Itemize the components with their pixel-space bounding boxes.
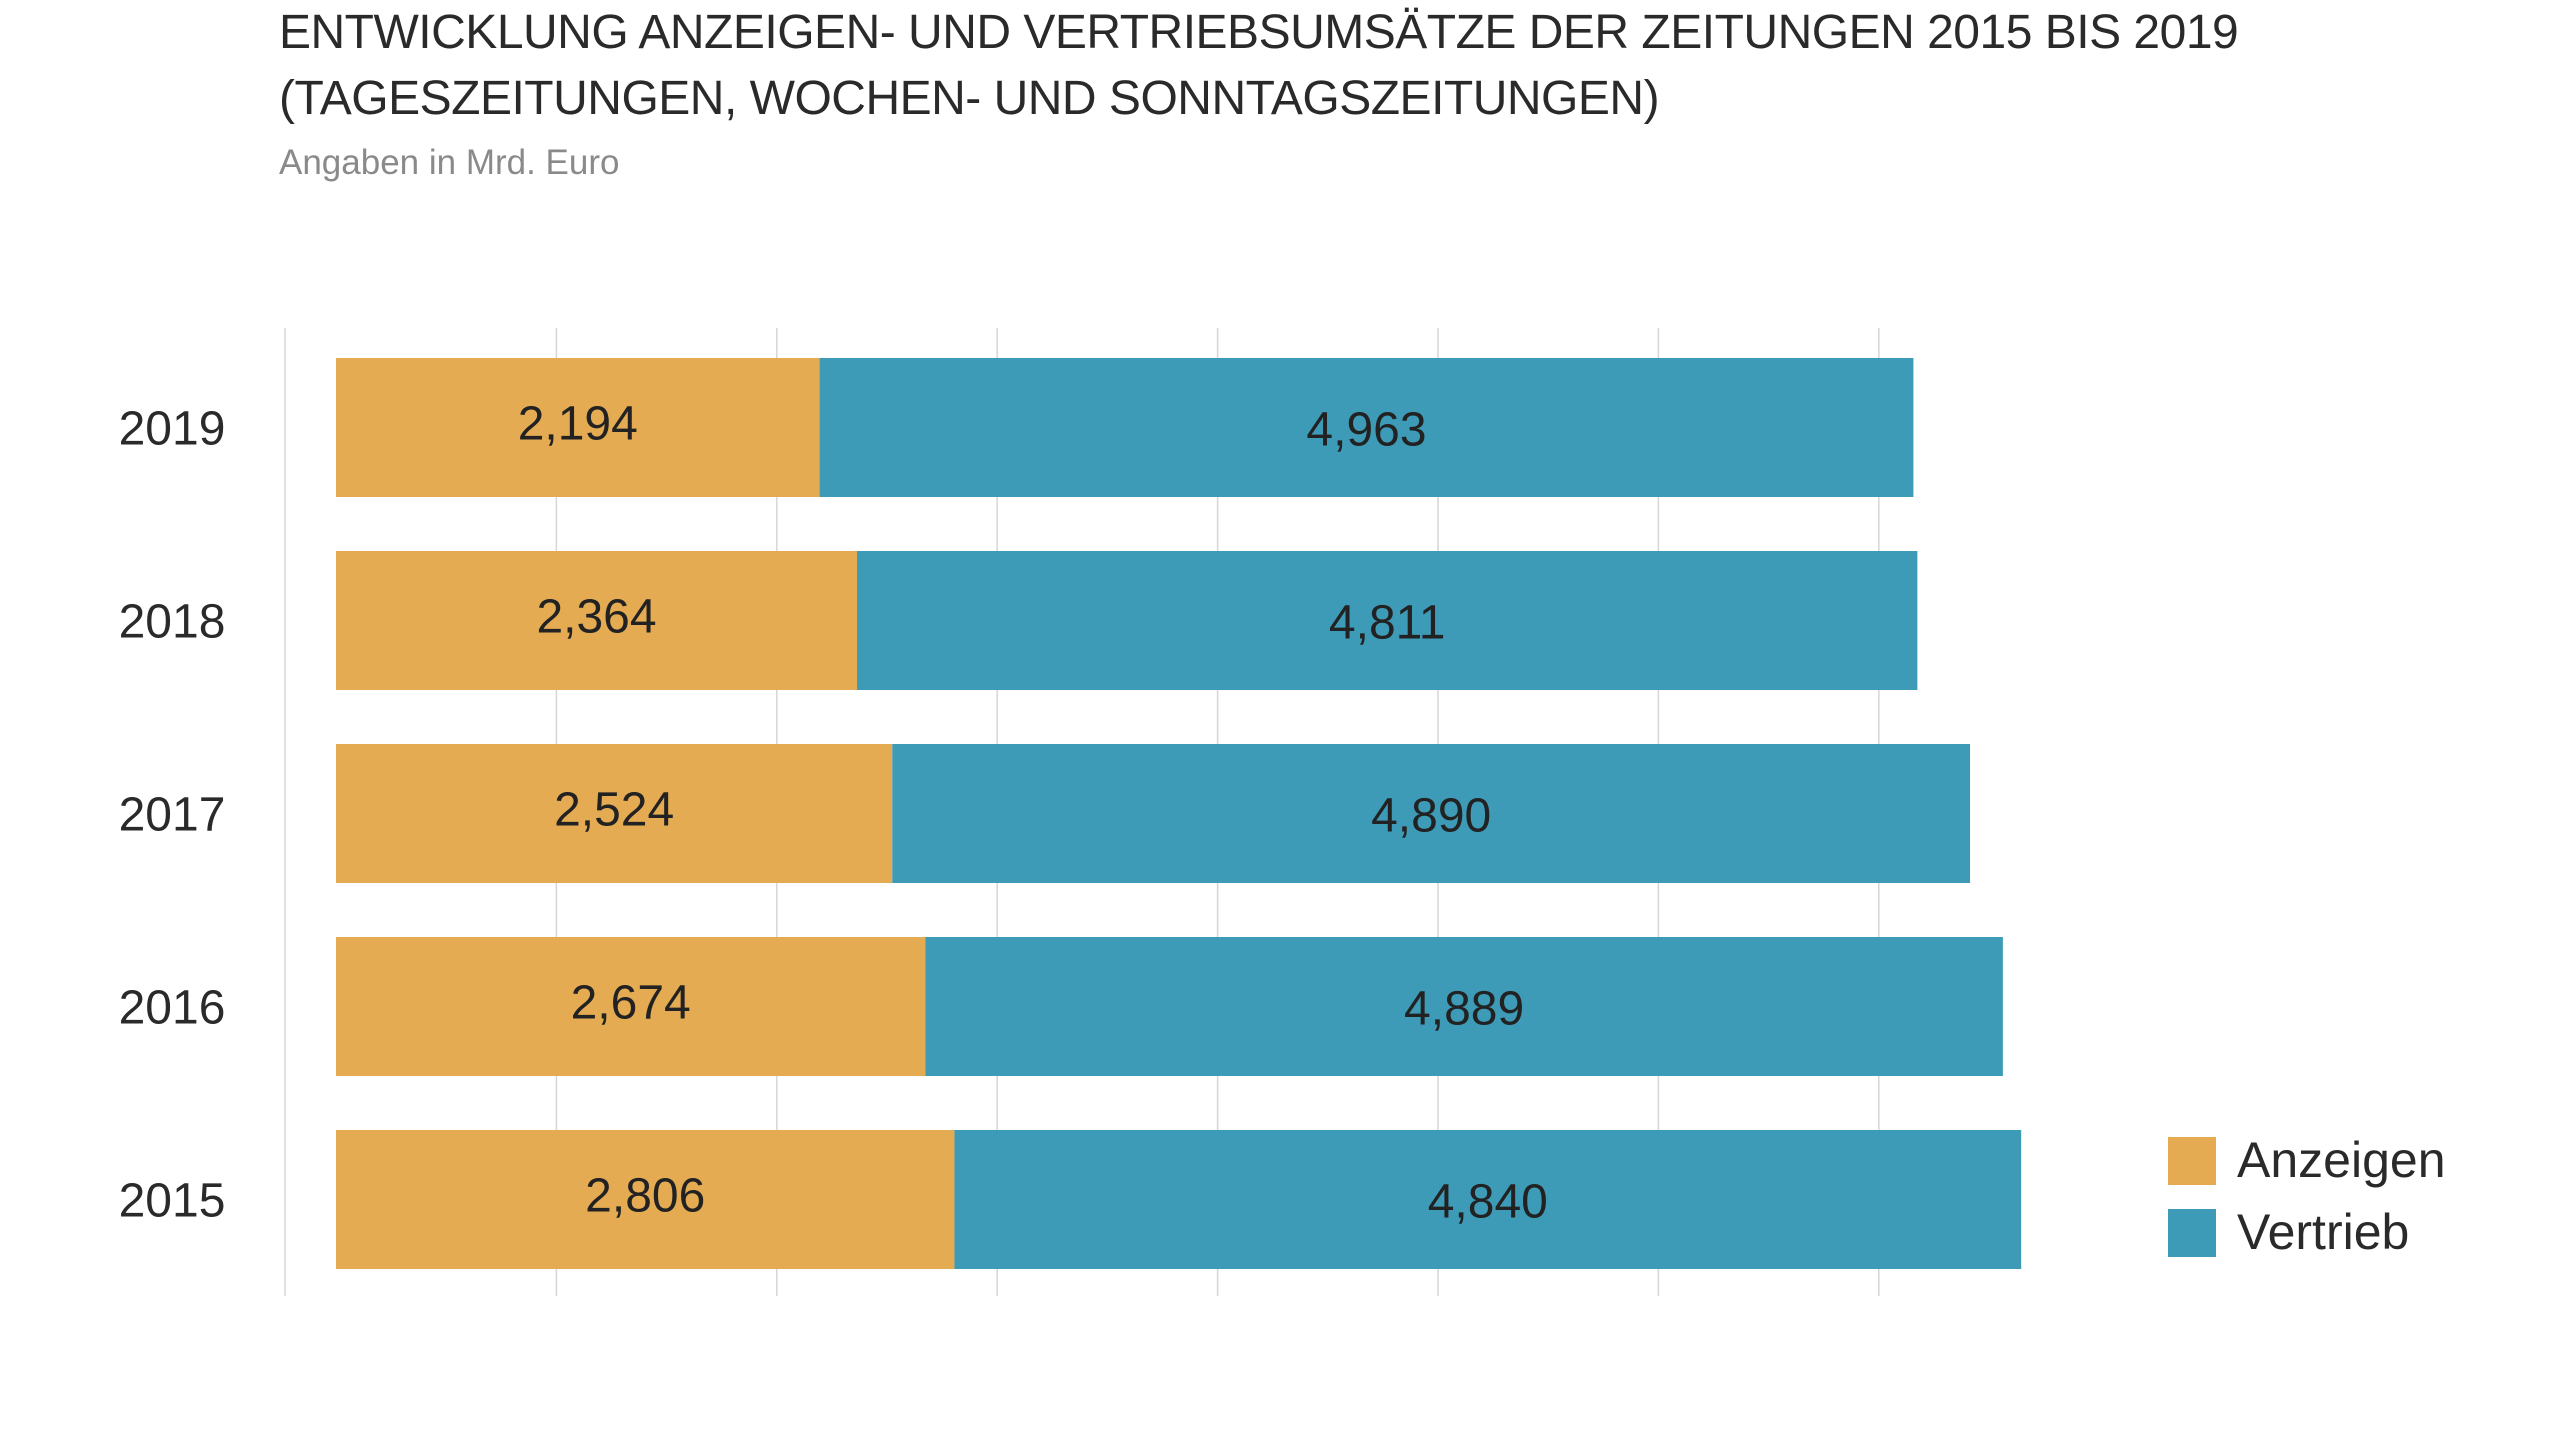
data-label: 4,890: [1371, 790, 1491, 843]
y-tick-label: 2016: [119, 982, 226, 1035]
data-label: 2,674: [571, 977, 691, 1030]
legend-label-vertrieb: Vertrieb: [2237, 1204, 2409, 1260]
y-tick-label: 2019: [119, 403, 226, 456]
data-label: 4,811: [1329, 597, 1446, 650]
bar-vertrieb: [954, 1130, 2022, 1269]
bar-vertrieb: [892, 744, 1971, 883]
bar-anzeigen: [336, 358, 820, 497]
data-label: 2,806: [585, 1170, 705, 1223]
bar-anzeigen: [336, 1130, 955, 1269]
bar-anzeigen: [336, 937, 926, 1076]
bar-vertrieb: [819, 358, 1914, 497]
chart-title: ENTWICKLUNG ANZEIGEN- UND VERTRIEBSUMSÄT…: [279, 0, 2239, 132]
data-label: 2,524: [554, 784, 674, 837]
data-label: 2,194: [518, 398, 638, 451]
data-label: 4,840: [1428, 1176, 1548, 1229]
bar-anzeigen: [336, 551, 858, 690]
data-label: 4,889: [1404, 983, 1524, 1036]
data-label: 4,963: [1306, 404, 1426, 457]
bar-anzeigen: [336, 744, 893, 883]
bar-vertrieb: [857, 551, 1918, 690]
y-tick-label: 2017: [119, 789, 226, 842]
legend-label-anzeigen: Anzeigen: [2237, 1132, 2446, 1188]
chart-subtitle: Angaben in Mrd. Euro: [279, 143, 620, 182]
chart-title-line-1: ENTWICKLUNG ANZEIGEN- UND VERTRIEBSUMSÄT…: [279, 6, 2239, 59]
legend-swatch-anzeigen: [2168, 1137, 2216, 1185]
chart-title-line-2: (TAGESZEITUNGEN, WOCHEN- UND SONNTAGSZEI…: [279, 72, 1660, 125]
data-label: 2,364: [536, 591, 656, 644]
y-tick-label: 2018: [119, 596, 226, 649]
y-tick-label: 2015: [119, 1175, 226, 1228]
bar-vertrieb: [925, 937, 2003, 1076]
legend-swatch-vertrieb: [2168, 1209, 2216, 1257]
